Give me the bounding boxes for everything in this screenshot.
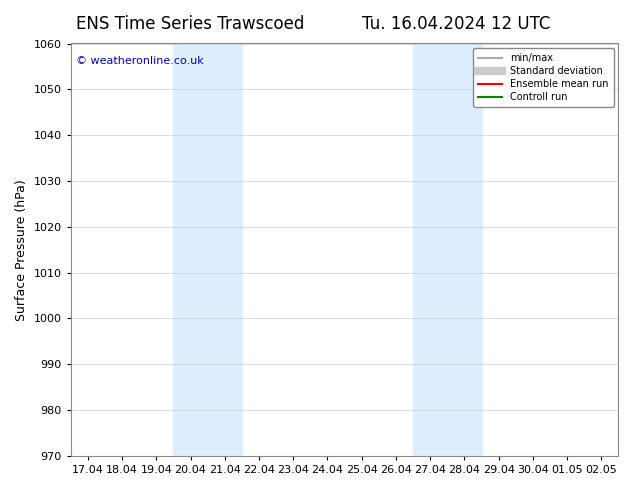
- Text: Tu. 16.04.2024 12 UTC: Tu. 16.04.2024 12 UTC: [362, 15, 551, 33]
- Legend: min/max, Standard deviation, Ensemble mean run, Controll run: min/max, Standard deviation, Ensemble me…: [474, 49, 614, 107]
- Bar: [413, 44, 482, 456]
- Text: ENS Time Series Trawscoed: ENS Time Series Trawscoed: [76, 15, 304, 33]
- Bar: [174, 44, 242, 456]
- Y-axis label: Surface Pressure (hPa): Surface Pressure (hPa): [15, 179, 28, 320]
- Text: © weatheronline.co.uk: © weatheronline.co.uk: [76, 56, 204, 66]
